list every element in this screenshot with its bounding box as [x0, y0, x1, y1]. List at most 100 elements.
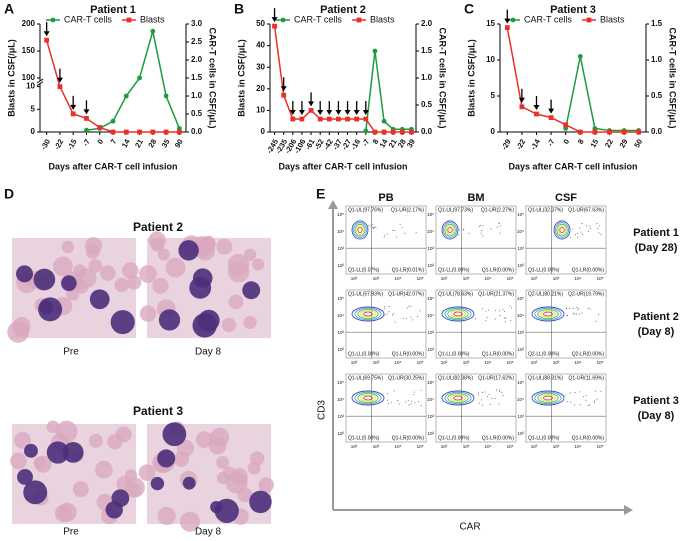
plot-tick-label: 10⁴ [485, 444, 492, 449]
event-dot [388, 305, 390, 307]
plot-tick-label: 10⁵ [427, 296, 434, 301]
event-dot [504, 317, 506, 319]
series-line [86, 30, 181, 131]
event-dot [394, 321, 396, 323]
plot-tick-label: 10⁴ [427, 313, 434, 318]
event-dot [475, 318, 477, 320]
x-tick-label: -14 [529, 137, 543, 152]
point [84, 127, 89, 133]
point [163, 93, 169, 99]
point [137, 75, 142, 81]
rbc [237, 487, 253, 503]
rbc [95, 460, 113, 479]
rbc [252, 258, 265, 271]
density-contour [540, 310, 556, 318]
plot-tick-label: 10² [441, 444, 448, 449]
event-dot [383, 236, 385, 238]
event-dot [489, 403, 491, 405]
plot-tick-label: 10⁴ [395, 276, 402, 281]
plot-tick-label: 10² [517, 263, 524, 268]
plot-tick-label: 10² [517, 431, 524, 436]
event-dot [589, 227, 591, 229]
density-contour [543, 311, 553, 317]
quadrant-label: Q1-LL(0.00%) [438, 351, 470, 357]
density-contour [354, 223, 366, 237]
point [534, 111, 539, 117]
event-dot [496, 226, 498, 228]
quadrant-label: Q1-LL(0.07%) [348, 267, 380, 273]
density-contour [559, 227, 565, 233]
event-dot [589, 225, 591, 227]
flow-plot [435, 205, 517, 275]
plot-tick-label: 10⁴ [337, 397, 344, 402]
plot-tick-label: 10⁵ [517, 296, 524, 301]
point [272, 23, 277, 29]
cell [110, 310, 135, 335]
flow-plot [525, 205, 607, 275]
density-contour [357, 309, 379, 319]
quadrant-label: Q1-UR(2.17%) [391, 207, 424, 213]
event-dot [499, 225, 501, 227]
y2-tick-label: 0.0 [651, 127, 663, 136]
cell [178, 240, 199, 261]
rbc [199, 236, 216, 253]
x-tick-label: 14 [120, 137, 132, 149]
flow-plot [525, 373, 607, 443]
point [70, 111, 76, 117]
event-dot [595, 320, 597, 322]
plot-tick-label: 10² [351, 444, 358, 449]
y-tick-label: 15 [486, 19, 495, 28]
x-tick-label: -7 [81, 137, 92, 147]
rbc [127, 275, 142, 290]
event-dot [415, 232, 417, 234]
plot-tick-label: 10⁴ [427, 229, 434, 234]
event-dot [373, 226, 375, 228]
cell [182, 476, 196, 490]
plot-tick-label: 10⁴ [575, 276, 582, 281]
arrow-head [328, 200, 338, 209]
plot-tick-label: 10³ [517, 330, 524, 335]
x-tick-label: 7 [109, 137, 119, 145]
legend-marker [356, 17, 362, 23]
event-dot [486, 316, 488, 318]
point [381, 118, 387, 124]
event-dot [482, 404, 484, 406]
arrow-head [83, 109, 90, 115]
quadrant-label: Q2-UL(80.21%) [528, 291, 563, 297]
event-dot [402, 317, 404, 319]
x-axis-label: Days after CAR-T cell infusion [508, 161, 637, 171]
x-tick-label: 8 [371, 137, 381, 145]
plot-tick-label: 10⁵ [337, 380, 344, 385]
density-contour [453, 311, 463, 317]
panel-label: E [316, 186, 325, 202]
event-dot [572, 313, 574, 315]
y-axis-label: CD3 [317, 400, 328, 420]
quadrant-label: Q1-UR(2.27%) [481, 207, 514, 213]
flow-plot [345, 289, 427, 359]
density-contour [531, 390, 565, 406]
event-dot [585, 399, 587, 401]
axis-break [36, 81, 44, 87]
plot-tick-label: 10² [517, 347, 524, 352]
plot-tick-label: 10³ [553, 360, 560, 365]
event-dot [387, 313, 389, 315]
arrow-head [344, 110, 351, 116]
y2-axis-label: CAR-T cells in CSF(/μL) [208, 27, 218, 128]
event-dot [414, 402, 416, 404]
event-dot [468, 233, 470, 235]
plot-tick-label: 10⁴ [517, 397, 524, 402]
plot-tick-label: 10³ [373, 444, 380, 449]
arrow-head [70, 104, 77, 110]
legend-marker [510, 17, 516, 23]
arrow-head [298, 110, 305, 116]
row-label: Patient 3 [633, 395, 679, 407]
density-contour [554, 222, 570, 238]
event-dot [577, 309, 579, 311]
point [563, 122, 569, 128]
quadrant-label: Q1-LL(0.00%) [348, 435, 380, 441]
event-dot [576, 307, 578, 309]
plot-tick-label: 10³ [427, 414, 434, 419]
event-dot [372, 227, 374, 229]
plot-tick-label: 10² [427, 431, 434, 436]
point [326, 116, 332, 122]
